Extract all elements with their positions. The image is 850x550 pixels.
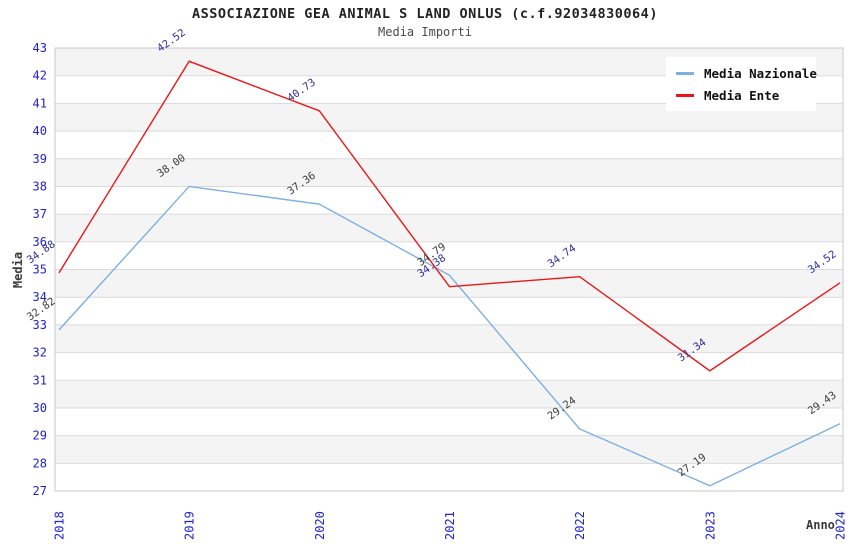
grid-band [55, 352, 843, 381]
series-line-media-ente [58, 60, 841, 372]
grid-band [55, 297, 843, 325]
y-tick-label: 42 [33, 69, 47, 83]
y-tick-label: 27 [33, 484, 47, 498]
y-tick-label: 43 [33, 41, 47, 55]
x-axis-title: Anno [806, 518, 835, 532]
y-tick-label: 40 [33, 124, 47, 138]
y-axis-title: Media [11, 252, 25, 288]
grid-band [55, 463, 843, 491]
grid-band [55, 324, 843, 353]
grid-band [55, 214, 843, 242]
x-tick-label: 2018 [53, 511, 67, 540]
grid-band [55, 158, 843, 187]
y-tick-label: 39 [33, 152, 47, 166]
grid-band [55, 407, 843, 436]
grid-band [55, 269, 843, 298]
x-tick-label: 2024 [834, 511, 848, 540]
x-tick-label: 2022 [573, 511, 587, 540]
media-nazionale-line-swatch [676, 71, 694, 75]
legend-item-media-ente: Media Ente [672, 84, 810, 106]
media-ente-line-swatch [676, 93, 694, 97]
chart-title: ASSOCIAZIONE GEA ANIMAL S LAND ONLUS (c.… [192, 6, 658, 22]
series-line-media-nazionale [58, 185, 841, 487]
x-tick-label: 2023 [703, 511, 717, 540]
y-tick-label: 28 [33, 456, 47, 470]
y-tick-label: 37 [33, 207, 47, 221]
grid-band [55, 186, 843, 215]
y-tick-label: 33 [33, 318, 47, 332]
y-tick-label: 36 [33, 235, 47, 249]
legend-label-media-nazionale: Media Nazionale [704, 65, 817, 81]
y-tick-label: 35 [33, 263, 47, 277]
y-tick-label: 30 [33, 401, 47, 415]
y-tick-label: 32 [33, 346, 47, 360]
legend-label-media-ente: Media Ente [704, 87, 780, 103]
y-tick-label: 29 [33, 429, 47, 443]
x-tick-label: 2019 [183, 511, 197, 540]
grid-band [55, 131, 843, 159]
legend: Media Nazionale Media Ente [666, 57, 817, 111]
y-tick-label: 41 [33, 96, 47, 110]
grid-band [55, 241, 843, 270]
grid-band [55, 435, 843, 464]
y-tick-label: 38 [33, 179, 47, 193]
plot-border [54, 47, 844, 492]
legend-item-media-nazionale: Media Nazionale [672, 62, 817, 84]
y-tick-label: 34 [33, 290, 47, 304]
x-tick-label: 2021 [443, 511, 457, 540]
grid-band [55, 380, 843, 408]
y-tick-label: 31 [33, 373, 47, 387]
x-tick-label: 2020 [313, 511, 327, 540]
chart-subtitle: Media Importi [378, 25, 472, 39]
